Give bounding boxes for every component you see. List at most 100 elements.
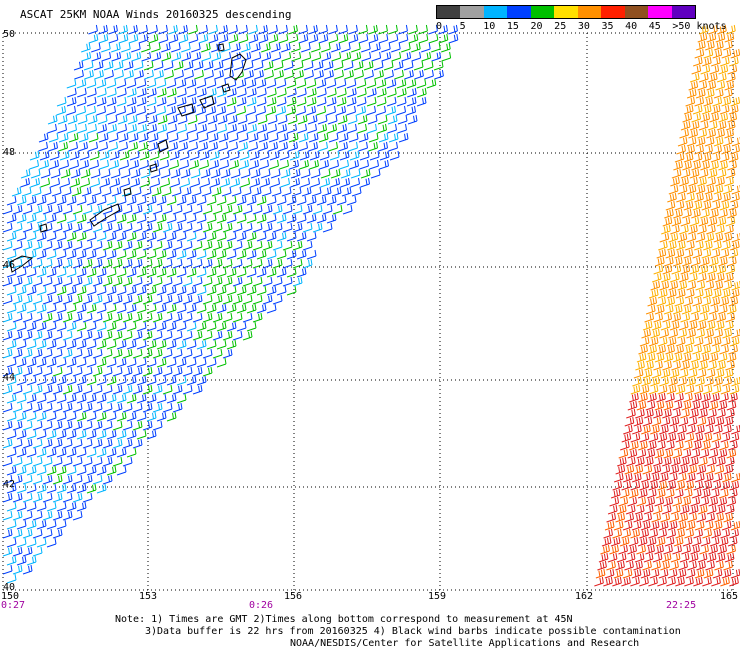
legend-label: >50 knots bbox=[672, 21, 727, 32]
wind-barb bbox=[126, 447, 137, 458]
wind-barb bbox=[644, 312, 655, 323]
wind-barb bbox=[218, 141, 228, 152]
wind-barb bbox=[618, 448, 629, 459]
wind-barb bbox=[698, 360, 708, 371]
wind-barb bbox=[126, 411, 137, 422]
wind-barb bbox=[146, 285, 157, 296]
wind-barb bbox=[86, 411, 97, 422]
wind-barb bbox=[6, 573, 17, 584]
wind-barb bbox=[318, 132, 329, 143]
wind-barb bbox=[702, 288, 713, 299]
wind-barb bbox=[2, 474, 13, 485]
wind-barb bbox=[52, 330, 63, 341]
wind-barb bbox=[673, 160, 683, 171]
legend-swatch bbox=[601, 6, 625, 18]
wind-barb bbox=[327, 114, 338, 125]
wind-barb bbox=[685, 568, 696, 579]
wind-barb bbox=[232, 294, 243, 305]
wind-barb bbox=[662, 216, 673, 227]
wind-barb bbox=[720, 56, 730, 67]
wind-barb bbox=[687, 512, 698, 523]
wind-barb bbox=[191, 186, 202, 197]
wind-barb bbox=[222, 276, 233, 287]
wind-barb bbox=[42, 330, 53, 341]
wind-barb bbox=[640, 472, 651, 483]
wind-barb bbox=[22, 492, 33, 503]
wind-barb bbox=[715, 32, 726, 43]
island-shape bbox=[199, 95, 215, 109]
wind-barb bbox=[194, 69, 204, 80]
wind-barb bbox=[48, 141, 58, 152]
wind-barb bbox=[277, 87, 287, 98]
wind-barb bbox=[12, 528, 23, 539]
wind-barb bbox=[74, 69, 84, 80]
wind-barb bbox=[49, 150, 60, 161]
wind-barb bbox=[367, 87, 377, 98]
wind-barb bbox=[36, 501, 47, 512]
legend-label: 45 bbox=[648, 21, 661, 32]
wind-barb bbox=[143, 60, 154, 71]
wind-barb bbox=[56, 303, 67, 314]
wind-barb bbox=[702, 576, 712, 587]
wind-barb bbox=[122, 222, 133, 233]
wind-barb bbox=[76, 375, 87, 386]
wind-barb bbox=[714, 464, 725, 475]
title: ASCAT 25KM NOAA Winds 20160325 descendin… bbox=[20, 8, 292, 21]
wind-barb bbox=[112, 420, 123, 431]
wind-barb bbox=[46, 231, 57, 242]
wind-barb bbox=[690, 400, 701, 411]
wind-barb bbox=[316, 105, 326, 116]
wind-barb bbox=[122, 312, 133, 323]
wind-barb bbox=[316, 78, 327, 89]
wind-barb bbox=[2, 276, 13, 287]
wind-barb bbox=[666, 528, 676, 539]
note-line-1: Note: 1) Times are GMT 2)Times along bot… bbox=[115, 614, 573, 625]
wind-barb bbox=[317, 123, 327, 134]
wind-barb bbox=[600, 544, 610, 555]
wind-barb bbox=[146, 195, 157, 206]
wind-barb bbox=[2, 492, 13, 503]
wind-barb bbox=[719, 392, 729, 403]
wind-barb bbox=[397, 87, 407, 98]
wind-barb bbox=[704, 136, 715, 147]
wind-barb bbox=[42, 456, 53, 467]
wind-barb bbox=[646, 488, 657, 499]
wind-barb bbox=[182, 312, 193, 323]
wind-barb bbox=[246, 213, 257, 224]
wind-barb bbox=[146, 231, 157, 242]
wind-barb bbox=[76, 105, 86, 116]
wind-barb bbox=[169, 159, 179, 170]
wind-barb bbox=[206, 231, 217, 242]
wind-barb bbox=[152, 402, 163, 413]
wind-barb bbox=[6, 267, 17, 278]
wind-barb bbox=[703, 96, 714, 107]
wind-barb bbox=[684, 480, 695, 491]
wind-barb bbox=[356, 78, 367, 89]
wind-barb bbox=[296, 78, 307, 89]
wind-barb bbox=[287, 123, 297, 134]
wind-barb bbox=[683, 296, 694, 307]
wind-barb bbox=[182, 240, 193, 251]
wind-barb bbox=[177, 114, 188, 125]
wind-barb bbox=[141, 186, 152, 197]
wind-barb bbox=[36, 213, 47, 224]
wind-barb bbox=[79, 150, 90, 161]
wind-barb bbox=[150, 177, 160, 188]
wind-barb bbox=[246, 105, 256, 116]
wind-barb bbox=[127, 123, 137, 134]
wind-barb bbox=[46, 339, 57, 350]
wind-barb bbox=[76, 501, 87, 512]
wind-barb bbox=[282, 276, 293, 287]
wind-barb bbox=[278, 141, 288, 152]
wind-barb bbox=[337, 123, 347, 134]
wind-barb bbox=[146, 375, 157, 386]
wind-barb bbox=[42, 474, 53, 485]
wind-barb bbox=[719, 248, 730, 259]
wind-barb bbox=[62, 366, 73, 377]
wind-barb bbox=[230, 168, 241, 179]
wind-barb bbox=[688, 552, 699, 563]
wind-barb bbox=[126, 321, 137, 332]
wind-barb bbox=[711, 56, 721, 67]
wind-barb bbox=[719, 296, 730, 307]
